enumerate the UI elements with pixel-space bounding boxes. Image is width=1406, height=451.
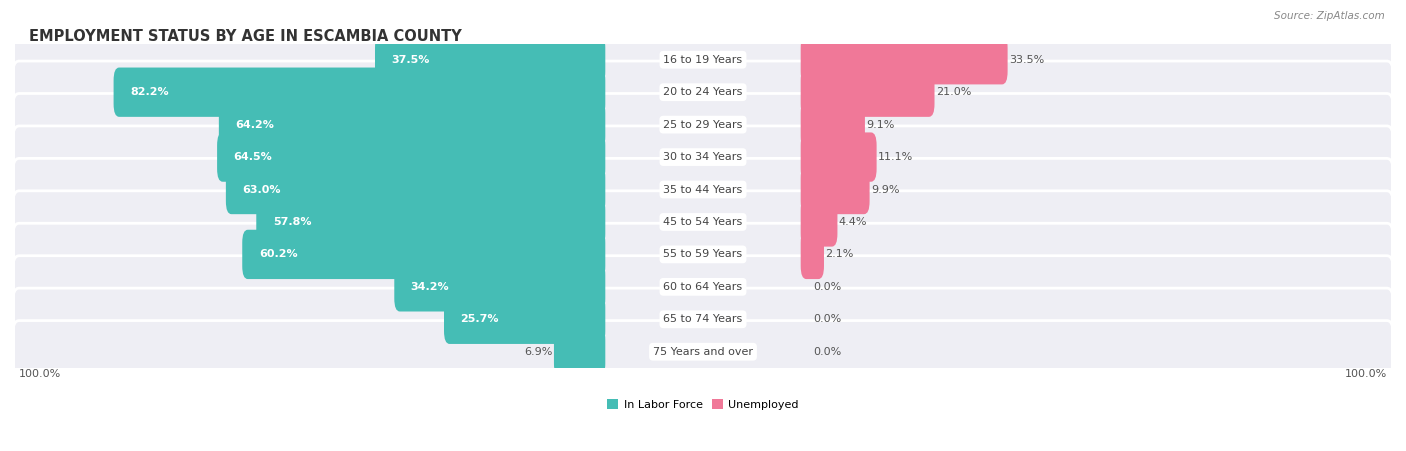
Text: 9.9%: 9.9%	[870, 184, 900, 194]
Text: 63.0%: 63.0%	[242, 184, 281, 194]
FancyBboxPatch shape	[114, 68, 606, 117]
Text: 0.0%: 0.0%	[813, 282, 841, 292]
FancyBboxPatch shape	[800, 165, 869, 214]
Text: 82.2%: 82.2%	[131, 87, 169, 97]
Text: 55 to 59 Years: 55 to 59 Years	[664, 249, 742, 259]
Text: 2.1%: 2.1%	[825, 249, 853, 259]
Text: 64.2%: 64.2%	[235, 120, 274, 129]
FancyBboxPatch shape	[375, 35, 606, 84]
Text: 34.2%: 34.2%	[411, 282, 450, 292]
FancyBboxPatch shape	[217, 133, 606, 182]
Text: 11.1%: 11.1%	[877, 152, 914, 162]
FancyBboxPatch shape	[242, 230, 606, 279]
FancyBboxPatch shape	[13, 93, 1393, 156]
FancyBboxPatch shape	[13, 321, 1393, 383]
FancyBboxPatch shape	[13, 288, 1393, 350]
FancyBboxPatch shape	[800, 133, 876, 182]
Text: 0.0%: 0.0%	[813, 314, 841, 324]
FancyBboxPatch shape	[800, 35, 1008, 84]
FancyBboxPatch shape	[13, 223, 1393, 285]
Text: 33.5%: 33.5%	[1010, 55, 1045, 65]
Text: 0.0%: 0.0%	[813, 347, 841, 357]
FancyBboxPatch shape	[13, 191, 1393, 253]
FancyBboxPatch shape	[444, 295, 606, 344]
FancyBboxPatch shape	[800, 230, 824, 279]
FancyBboxPatch shape	[13, 61, 1393, 123]
FancyBboxPatch shape	[13, 256, 1393, 318]
Text: 60.2%: 60.2%	[259, 249, 298, 259]
FancyBboxPatch shape	[394, 262, 606, 312]
Text: 25 to 29 Years: 25 to 29 Years	[664, 120, 742, 129]
FancyBboxPatch shape	[13, 126, 1393, 188]
Text: EMPLOYMENT STATUS BY AGE IN ESCAMBIA COUNTY: EMPLOYMENT STATUS BY AGE IN ESCAMBIA COU…	[28, 28, 461, 44]
Text: 75 Years and over: 75 Years and over	[652, 347, 754, 357]
Text: 6.9%: 6.9%	[524, 347, 553, 357]
Text: 35 to 44 Years: 35 to 44 Years	[664, 184, 742, 194]
Text: Source: ZipAtlas.com: Source: ZipAtlas.com	[1274, 11, 1385, 21]
FancyBboxPatch shape	[13, 158, 1393, 221]
Text: 45 to 54 Years: 45 to 54 Years	[664, 217, 742, 227]
Text: 4.4%: 4.4%	[839, 217, 868, 227]
FancyBboxPatch shape	[226, 165, 606, 214]
FancyBboxPatch shape	[219, 100, 606, 149]
Text: 25.7%: 25.7%	[461, 314, 499, 324]
FancyBboxPatch shape	[800, 197, 838, 247]
Text: 21.0%: 21.0%	[936, 87, 972, 97]
Text: 100.0%: 100.0%	[1344, 369, 1386, 379]
Text: 20 to 24 Years: 20 to 24 Years	[664, 87, 742, 97]
Text: 64.5%: 64.5%	[233, 152, 273, 162]
FancyBboxPatch shape	[13, 28, 1393, 91]
Legend: In Labor Force, Unemployed: In Labor Force, Unemployed	[603, 395, 803, 414]
FancyBboxPatch shape	[800, 68, 935, 117]
FancyBboxPatch shape	[800, 100, 865, 149]
Text: 16 to 19 Years: 16 to 19 Years	[664, 55, 742, 65]
FancyBboxPatch shape	[554, 327, 606, 377]
Text: 37.5%: 37.5%	[391, 55, 430, 65]
FancyBboxPatch shape	[256, 197, 606, 247]
Text: 100.0%: 100.0%	[20, 369, 62, 379]
Text: 60 to 64 Years: 60 to 64 Years	[664, 282, 742, 292]
Text: 57.8%: 57.8%	[273, 217, 311, 227]
Text: 9.1%: 9.1%	[866, 120, 894, 129]
Text: 65 to 74 Years: 65 to 74 Years	[664, 314, 742, 324]
Text: 30 to 34 Years: 30 to 34 Years	[664, 152, 742, 162]
